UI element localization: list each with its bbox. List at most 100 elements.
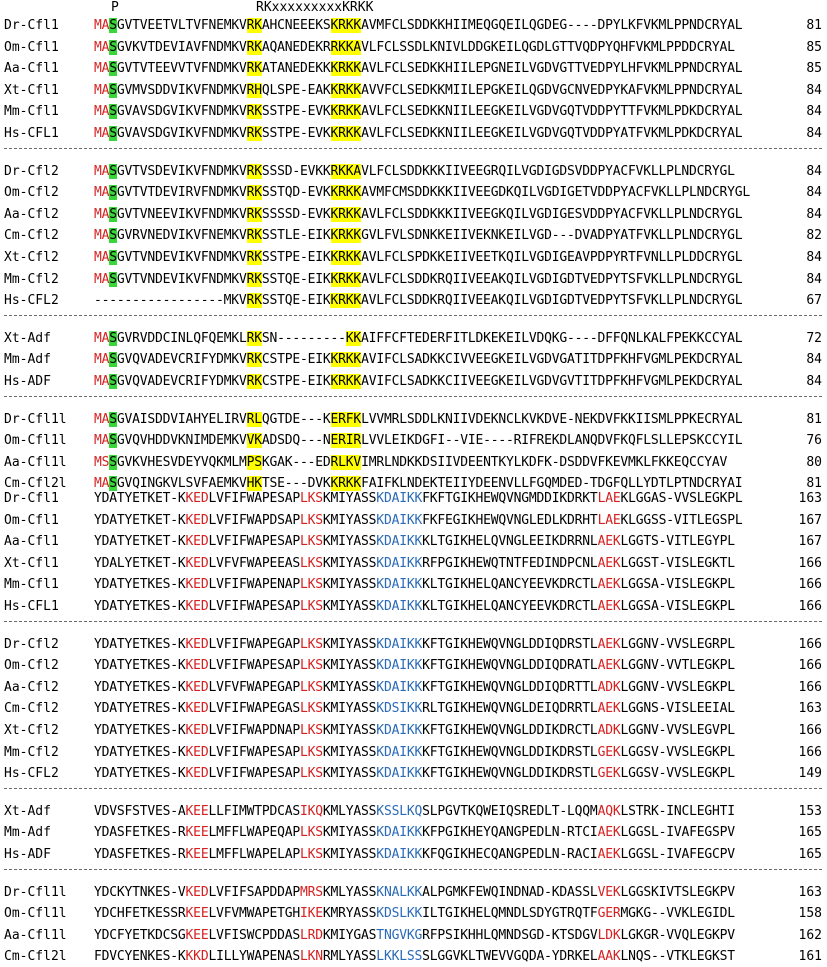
sequence-name: Om-Cfl2 [4,658,59,674]
sequence-name: Hs-ADF [4,847,51,862]
residue-position: 84 [806,126,822,141]
sequence-residues: YDCKYTNKES-VKEDLVFIFSAPDDAPMRSKMLYASSKNA… [94,884,735,900]
residue-position: 84 [806,185,822,201]
alignment-row: Mm-Cfl1 MASGVAVSDGVIKVFNDMKVRKSSTPE-EVKKR… [0,102,827,122]
alignment-row: Aa-Cfl1 YDATYETKET-KKEDLVFIFWAPESAPLKSKMI… [0,532,827,552]
residue-position: 165 [798,825,822,841]
alignment-row: Hs-ADF YDASFETKES-RKEELMFFLWAPELAPLKSKMIY… [0,845,827,865]
residue-position: 81 [806,411,822,427]
sequence-residues: YDATYETKES-KKEDLVFVFWAPEGAPLKSKMIYASSKDA… [94,679,735,695]
sequence-residues: MASGVTVTEEVVTVFNDMKVRKATANEDEKKKRKKAVLFC… [94,61,743,77]
sequence-name: Mm-Cfl1 [4,577,59,593]
sequence-name: Cm-Cfl2l [4,949,67,965]
sequence-name: Xt-Cfl1 [4,555,59,571]
alignment-row: Om-Cfl2 YDATYETKES-KKEDLVFIFWAPESAPLKSKMI… [0,656,827,676]
sequence-name: Hs-CFL2 [4,766,59,782]
sequence-residues: YDASFETKES-RKEELMFFLWAPEQAPLKSKMIYASSKDA… [94,825,735,841]
sequence-name: Mm-Cfl2 [4,744,59,760]
residue-position: 165 [798,847,822,862]
residue-position: 72 [806,330,822,346]
sequence-residues: MASGVKVTDEVIAVFNDMKVRKAQANEDEKRRKKAVLFCL… [94,39,735,55]
sequence-residues: YDATYETRES-KKEDLVFIFWAPEGASLKSKMIYASSKDS… [94,701,735,717]
sequence-name: Mm-Adf [4,352,51,368]
residue-position: 81 [806,476,822,492]
sequence-name: Hs-CFL1 [4,126,59,141]
alignment-row: Om-Cfl2 MASGVTVTDEVIRVFNDMKVRKSSTQD-EVKKR… [0,183,827,203]
alignment-row: Hs-ADF MASGVQVADEVCRIFYDMKVRKCSTPE-EIKKRK… [0,372,827,392]
sequence-residues: MASGVQVHDDVKNIMDEMKVVKADSDQ---NERIRLVVLE… [94,433,743,449]
sequence-name: Aa-Cfl1l [4,454,67,470]
sequence-name: Dr-Cfl2 [4,636,59,652]
residue-position: 82 [806,228,822,244]
sequence-residues: YDATYETKES-KKEDLVFIFWAPEGAPLKSKMIYASSKDA… [94,636,735,652]
group-separator [4,395,822,397]
residue-position: 166 [798,555,822,571]
alignment-row: Dr-Cfl2 MASGVTVSDEVIKVFNDMKVRKSSSD-EVKKRK… [0,162,827,182]
group-separator [4,620,822,622]
residue-position: 161 [798,949,822,965]
sequence-residues: FDVCYENKES-KKKDLILLYWAPENASLKNRMLYASSLKK… [94,949,735,965]
sequence-residues: YDATYETKES-KKEDLVFIFWAPESAPLKSKMIYASSKDA… [94,766,735,782]
sequence-name: Dr-Cfl1 [4,18,59,33]
sequence-name: Aa-Cfl2 [4,679,59,695]
sequence-name: Hs-CFL1 [4,599,59,614]
residue-position: 166 [798,636,822,652]
alignment-row: Dr-Cfl2 YDATYETKES-KKEDLVFIFWAPEGAPLKSKMI… [0,635,827,655]
sequence-residues: MASGVTVTDEVIRVFNDMKVRKSSTQD-EVKKRKKAVMFC… [94,185,751,201]
alignment-row: Cm-Cfl2l FDVCYENKES-KKKDLILLYWAPENASLKNRM… [0,947,827,967]
alignment-row: Cm-Cfl2 YDATYETRES-KKEDLVFIFWAPEGASLKSKMI… [0,699,827,719]
sequence-name: Cm-Cfl2 [4,228,59,244]
sequence-residues: YDASFETKES-RKEELMFFLWAPELAPLKSKMIYASSKDA… [94,847,735,862]
sequence-name: Aa-Cfl1l [4,927,67,943]
proline-marker-label: P [111,0,119,15]
alignment-row: Aa-Cfl1l MSSGVKVHESVDEYVQKMLMPSKGAK---EDR… [0,453,827,473]
alignment-row: Dr-Cfl1l MASGVAISDDVIAHYELIRVRLQGTDE---KE… [0,410,827,430]
alignment-row: Om-Cfl1l YDCHFETKESSRKEELVFVMWAPETGHIKEKM… [0,904,827,924]
sequence-residues: MASGVTVNDEVIKVFNDMKVRKSSTQE-EIKKRKKAVLFC… [94,271,743,287]
sequence-name: Cm-Cfl2l [4,476,67,492]
sequence-residues: VDVSFSTVES-AKEELLFIMWTPDCASIKQKMLYASSKSS… [94,803,735,819]
sequence-residues: YDATYETKES-KKEDLVFIFWAPDNAPLKSKMIYASSKDA… [94,723,735,738]
sequence-name: Om-Cfl1 [4,39,59,55]
residue-position: 84 [806,104,822,120]
sequence-name: Dr-Cfl1l [4,411,67,427]
alignment-row: Xt-Cfl1 YDALYETKET-KKEDLVFVFWAPEEASLKSKMI… [0,554,827,574]
alignment-row: Mm-Cfl2 YDATYETKES-KKEDLVFIFWAPESAPLKSKMI… [0,743,827,763]
alignment-row: Hs-CFL2 YDATYETKES-KKEDLVFIFWAPESAPLKSKMI… [0,764,827,784]
residue-position: 149 [798,766,822,782]
residue-position: 166 [798,599,822,614]
sequence-residues: MSSGVKVHESVDEYVQKMLMPSKGAK---EDRLKVIMRLN… [94,454,728,470]
sequence-residues: YDALYETKET-KKEDLVFVFWAPEEASLKSKMIYASSKDA… [94,555,735,571]
sequence-residues: MASGVTVSDEVIKVFNDMKVRKSSSD-EVKKRKKAVLFCL… [94,163,735,179]
residue-position: 166 [798,577,822,593]
residue-position: 76 [806,433,822,449]
sequence-residues: YDATYETKES-KKEDLVFIFWAPESAPLKSKMIYASSKDA… [94,658,735,674]
sequence-residues: MASGVQVADEVCRIFYDMKVRKCSTPE-EIKKRKKAVIFC… [94,374,743,389]
sequence-residues: MASGVAVSDGVIKVFNDMKVRKSSTPE-EVKKRKKAVLFC… [94,126,743,141]
sequence-residues: YDATYETKET-KKEDLVFIFWAPDSAPLKSKMIYASSKDA… [94,512,743,528]
alignment-row: Om-Cfl1 MASGVKVTDEVIAVFNDMKVRKAQANEDEKRRK… [0,38,827,58]
alignment-row: Hs-CFL1 MASGVAVSDGVIKVFNDMKVRKSSTPE-EVKKR… [0,124,827,144]
sequence-residues: YDCHFETKESSRKEELVFVMWAPETGHIKEKMRYASSKDS… [94,906,735,922]
sequence-name: Hs-ADF [4,374,51,389]
residue-position: 84 [806,206,822,222]
residue-position: 67 [806,293,822,309]
residue-position: 85 [806,39,822,55]
alignment-row: Mm-Adf YDASFETKES-RKEELMFFLWAPEQAPLKSKMIY… [0,823,827,843]
sequence-residues: MASGVQVADEVCRIFYDMKVRKCSTPE-EIKKRKKAVIFC… [94,352,743,368]
alignment-row: Dr-Cfl1l YDCKYTNKES-VKEDLVFIFSAPDDAPMRSKM… [0,883,827,903]
residue-position: 166 [798,744,822,760]
alignment-row: Om-Cfl1 YDATYETKET-KKEDLVFIFWAPDSAPLKSKMI… [0,511,827,531]
sequence-residues: MASGVRVDDCINLQFQEMKLRKSN---------KKAIFFC… [94,330,743,346]
alignment-row: Aa-Cfl2 YDATYETKES-KKEDLVFVFWAPEGAPLKSKMI… [0,678,827,698]
group-separator [4,147,822,149]
alignment-row: Xt-Cfl2 MASGVTVNDEVIKVFNDMKVRKSSTPE-EIKKR… [0,248,827,268]
residue-position: 167 [798,534,822,550]
residue-position: 166 [798,679,822,695]
sequence-residues: MASGVAVSDGVIKVFNDMKVRKSSTPE-EVKKRKKAVLFC… [94,104,743,120]
alignment-row: Hs-CFL1 YDATYETKES-KKEDLVFIFWAPESAPLKSKMI… [0,597,827,617]
sequence-name: Xt-Adf [4,330,51,346]
sequence-name: Xt-Cfl2 [4,723,59,738]
sequence-name: Cm-Cfl2 [4,701,59,717]
alignment-row: Xt-Cfl1 MASGVMVSDDVIKVFNDMKVRHQLSPE-EAKKR… [0,81,827,101]
